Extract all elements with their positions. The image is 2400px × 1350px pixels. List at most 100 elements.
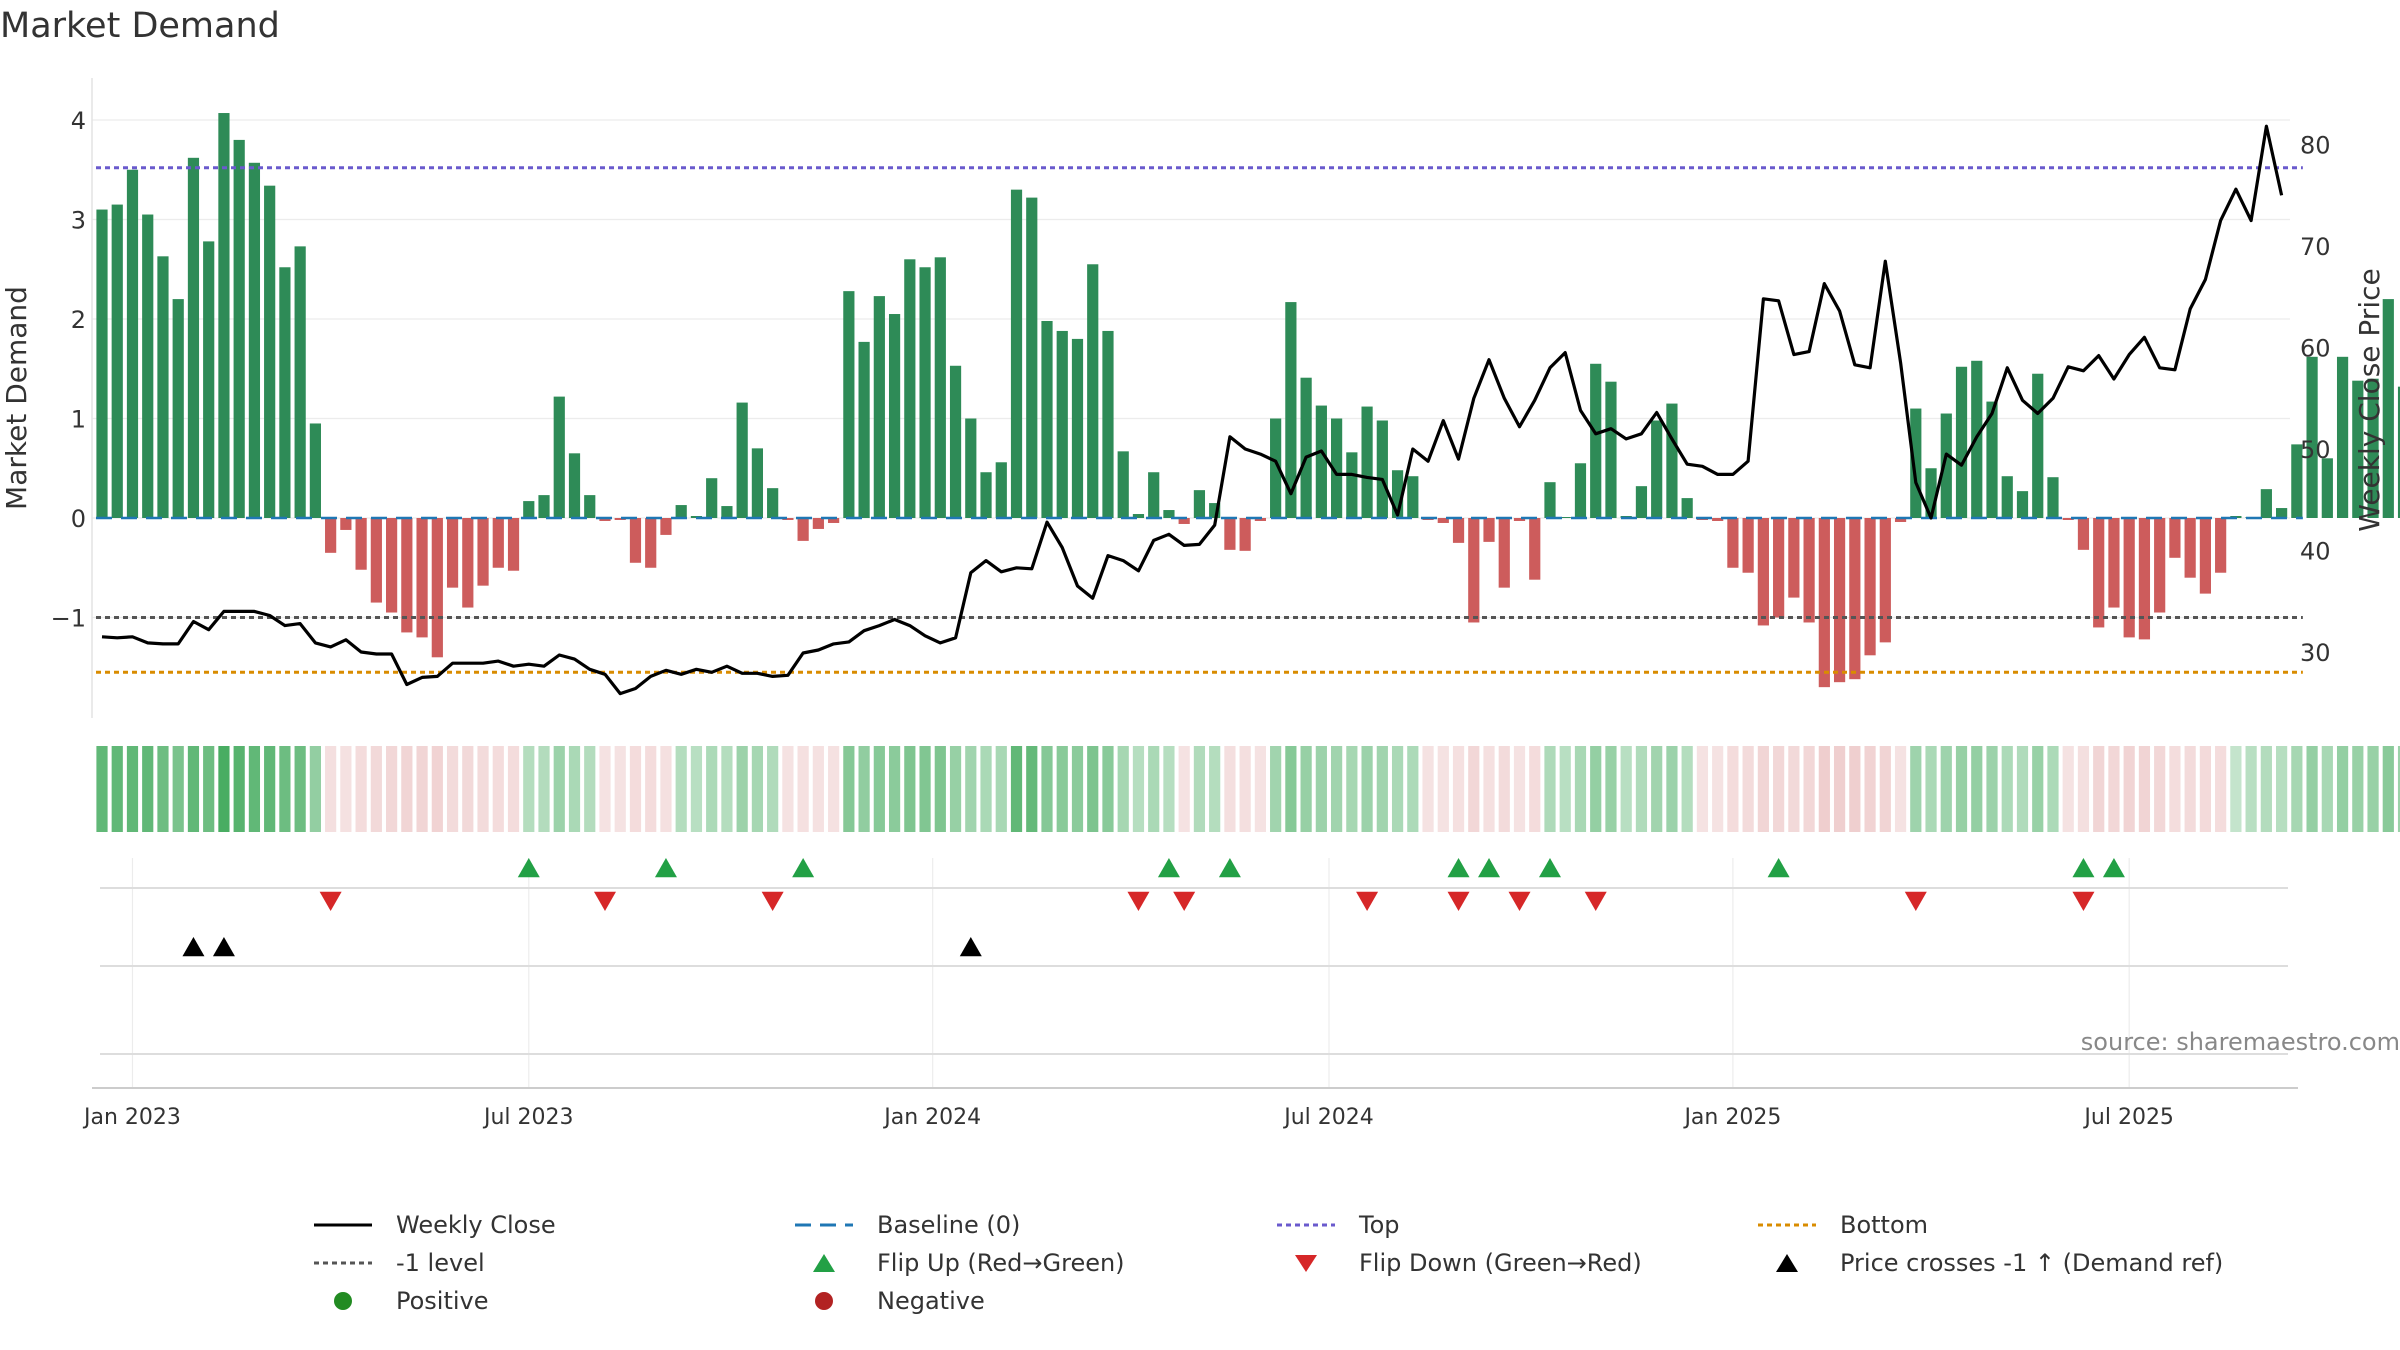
strip-cell (1209, 746, 1221, 832)
flip-down-markers (319, 891, 2095, 911)
strip-cell (1696, 746, 1709, 832)
demand-bar (1955, 366, 1968, 518)
demand-bar (721, 506, 733, 518)
strip-cell (96, 746, 108, 832)
strip-cell (1041, 746, 1053, 832)
strip-cell (2199, 746, 2211, 832)
legend-top-label: Top (1359, 1211, 1400, 1239)
demand-bar (2062, 518, 2074, 520)
demand-bar (1148, 472, 1160, 518)
demand-bar (1117, 451, 1129, 518)
demand-bar (2215, 518, 2227, 573)
strip-cell (2169, 746, 2181, 832)
demand-bar (1773, 518, 1785, 618)
strip-cell (2138, 746, 2151, 832)
demand-bar (1361, 406, 1373, 518)
legend-minus-one: -1 level (312, 1246, 485, 1280)
strip-cell (1346, 746, 1358, 832)
demand-bar (218, 113, 230, 518)
demand-bar (203, 241, 215, 518)
strip-cell (675, 746, 687, 832)
strip-cell (1666, 746, 1678, 832)
strip-cell (142, 746, 154, 832)
strip-cell (1422, 746, 1434, 832)
strip-cell (2230, 746, 2242, 832)
demand-bar (416, 518, 428, 638)
price-cross-marker (959, 937, 982, 957)
strip-cell (1285, 746, 1297, 832)
demand-bar (1544, 482, 1556, 518)
demand-bar (111, 204, 123, 518)
y2-tick-label: 70 (2300, 233, 2331, 261)
strip-cell (843, 746, 855, 832)
strip-cell (1529, 746, 1541, 832)
demand-bar (1742, 518, 1754, 573)
strip-cell (629, 746, 642, 832)
demand-bar (980, 472, 992, 518)
demand-bar (843, 291, 855, 518)
strip-cell (568, 746, 581, 832)
strip-cell (1391, 746, 1404, 832)
demand-bar (645, 518, 657, 568)
legend-flip-down-label: Flip Down (Green→Red) (1359, 1249, 1642, 1277)
strip-cell (1620, 746, 1632, 832)
demand-bar (1346, 452, 1358, 518)
flip-up-marker (1767, 858, 1790, 878)
demand-bar (1315, 405, 1327, 518)
y-tick-label: 3 (71, 207, 86, 235)
strip-cell (1071, 746, 1084, 832)
demand-bar (1010, 189, 1023, 518)
demand-bar (1376, 420, 1388, 518)
demand-bar (294, 246, 306, 519)
strip-cell (721, 746, 733, 832)
strip-cell (1102, 746, 1114, 832)
strip-cell (2001, 746, 2013, 832)
y2-tick-label: 80 (2300, 132, 2331, 160)
demand-bar (995, 462, 1007, 518)
demand-bar (1193, 490, 1206, 518)
strip-cell (385, 746, 398, 832)
y-axis-label: Market Demand (0, 286, 33, 510)
flip-up-markers (517, 858, 2125, 878)
flip-up-marker (1447, 858, 1470, 878)
strip-cell (248, 746, 261, 832)
strip-cell (2321, 746, 2333, 832)
legend-weekly-close: Weekly Close (312, 1208, 556, 1242)
demand-bar (1498, 518, 1510, 588)
strip-cell (2154, 746, 2166, 832)
flip-down-marker (1584, 891, 1607, 911)
demand-bar (1727, 518, 1739, 568)
demand-bar (2047, 477, 2059, 518)
strip-cell (980, 746, 992, 832)
demand-bar (736, 402, 748, 518)
strip-cell (462, 746, 474, 832)
demand-bars (96, 113, 2400, 688)
demand-bar (187, 157, 200, 518)
strip-cell (431, 746, 443, 832)
legend-baseline-label: Baseline (0) (877, 1211, 1021, 1239)
demand-bar (965, 418, 977, 518)
legend-flip-down-icon (1295, 1255, 1317, 1272)
demand-bar (1285, 302, 1297, 518)
flip-up-marker (2102, 858, 2125, 878)
demand-bar (1026, 197, 1038, 519)
demand-bar (1071, 338, 1084, 518)
legend-top-swatch (1277, 1223, 1335, 1227)
flip-up-marker (1157, 858, 1180, 878)
strip-cell (1270, 746, 1282, 832)
strip-cell (1254, 746, 1266, 832)
demand-bar (782, 518, 794, 520)
strip-cell (507, 746, 520, 832)
demand-bar (157, 256, 169, 518)
strip-cell (1056, 746, 1068, 832)
demand-bar (1041, 320, 1053, 518)
strip-cell (1193, 746, 1206, 832)
demand-bar (1178, 518, 1190, 524)
demand-bar (1270, 418, 1282, 518)
weekly-close-line (101, 124, 2284, 696)
strip-cell (2016, 746, 2029, 832)
strip-cell (309, 746, 321, 832)
demand-bar (568, 453, 581, 518)
demand-bar (919, 267, 931, 518)
strip-cell (584, 746, 596, 832)
